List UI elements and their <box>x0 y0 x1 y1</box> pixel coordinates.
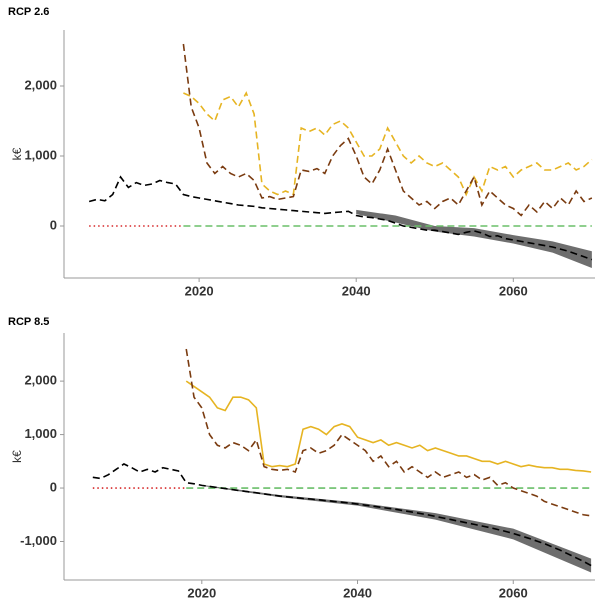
uncertainty-band <box>356 209 592 268</box>
panel-title: RCP 2.6 <box>8 6 49 18</box>
y-tick-label: 0 <box>50 479 57 494</box>
y-tick-label: 2,000 <box>24 373 57 388</box>
series-line <box>183 91 593 197</box>
x-tick-label: 2040 <box>343 585 372 600</box>
y-axis-label: k€ <box>10 147 24 160</box>
series-line <box>92 463 592 567</box>
y-tick-label: 0 <box>50 217 57 232</box>
x-tick-label: 2020 <box>185 283 214 298</box>
x-tick-label: 2060 <box>499 283 528 298</box>
x-tick-label: 2060 <box>499 585 528 600</box>
series-line <box>185 348 592 517</box>
series-line <box>88 175 593 261</box>
y-tick-label: -1,000 <box>20 533 57 548</box>
panel-title: RCP 8.5 <box>8 316 49 328</box>
series-line <box>185 380 592 473</box>
series-line <box>182 43 593 217</box>
y-tick-label: 1,000 <box>24 147 57 162</box>
x-tick-label: 2020 <box>187 585 216 600</box>
y-axis-label: k€ <box>10 450 24 463</box>
y-tick-label: 2,000 <box>24 77 57 92</box>
x-tick-label: 2040 <box>342 283 371 298</box>
y-tick-label: 1,000 <box>24 426 57 441</box>
uncertainty-band <box>201 484 592 573</box>
